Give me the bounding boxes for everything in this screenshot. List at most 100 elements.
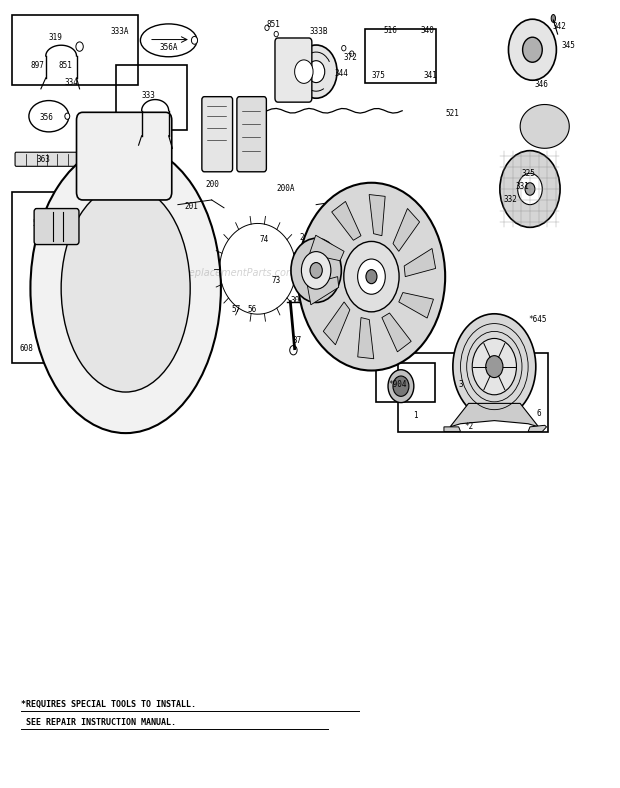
Text: 332: 332 xyxy=(503,195,518,204)
Text: 319: 319 xyxy=(49,33,63,43)
FancyBboxPatch shape xyxy=(237,97,267,172)
Bar xyxy=(117,65,187,129)
Ellipse shape xyxy=(485,355,503,377)
Text: 851: 851 xyxy=(123,128,136,136)
Polygon shape xyxy=(528,426,547,432)
Ellipse shape xyxy=(342,46,346,51)
Text: 356: 356 xyxy=(40,113,53,122)
Text: 345: 345 xyxy=(562,41,576,50)
Text: 57: 57 xyxy=(231,305,241,314)
Ellipse shape xyxy=(298,183,445,370)
Text: 341: 341 xyxy=(423,71,438,80)
Ellipse shape xyxy=(294,60,313,84)
Text: *645: *645 xyxy=(528,315,547,324)
Polygon shape xyxy=(404,248,436,277)
Text: 372: 372 xyxy=(344,53,358,62)
FancyBboxPatch shape xyxy=(275,38,312,102)
Text: 363: 363 xyxy=(37,154,50,164)
Text: 851: 851 xyxy=(58,61,72,70)
Ellipse shape xyxy=(472,339,516,395)
Text: 344: 344 xyxy=(335,69,348,78)
FancyBboxPatch shape xyxy=(15,152,78,166)
Text: 897: 897 xyxy=(30,61,44,70)
Ellipse shape xyxy=(65,113,70,119)
Ellipse shape xyxy=(274,32,278,37)
Ellipse shape xyxy=(131,128,136,132)
Text: 3: 3 xyxy=(459,380,463,389)
Ellipse shape xyxy=(61,184,190,392)
Text: 73: 73 xyxy=(272,276,281,285)
Ellipse shape xyxy=(30,143,221,433)
Text: SEE REPAIR INSTRUCTION MANUAL.: SEE REPAIR INSTRUCTION MANUAL. xyxy=(21,718,176,727)
Text: *904: *904 xyxy=(389,380,407,389)
Text: 59: 59 xyxy=(75,229,84,238)
Polygon shape xyxy=(309,236,344,261)
Text: 575: 575 xyxy=(129,161,143,170)
FancyBboxPatch shape xyxy=(76,113,172,200)
Bar xyxy=(376,362,435,402)
Text: 200A: 200A xyxy=(276,184,294,194)
Ellipse shape xyxy=(194,352,198,358)
Ellipse shape xyxy=(366,269,377,284)
Polygon shape xyxy=(369,195,385,236)
Text: 200: 200 xyxy=(206,180,219,189)
Ellipse shape xyxy=(130,159,140,170)
Ellipse shape xyxy=(301,251,331,289)
Text: 66: 66 xyxy=(310,247,319,256)
Text: 516: 516 xyxy=(384,26,397,35)
Text: *2: *2 xyxy=(465,422,474,431)
Ellipse shape xyxy=(453,314,536,419)
Text: 331: 331 xyxy=(516,182,529,191)
Polygon shape xyxy=(520,105,569,148)
Text: 342: 342 xyxy=(552,22,567,31)
Text: 521: 521 xyxy=(445,110,459,118)
Text: 6: 6 xyxy=(536,409,541,418)
Text: 70: 70 xyxy=(343,268,352,277)
Bar xyxy=(12,192,193,362)
Text: 851: 851 xyxy=(267,20,281,29)
Ellipse shape xyxy=(310,262,322,278)
Polygon shape xyxy=(444,427,461,432)
Ellipse shape xyxy=(29,101,69,132)
Ellipse shape xyxy=(518,173,542,205)
Text: 346: 346 xyxy=(534,80,548,89)
Text: 56: 56 xyxy=(247,305,257,314)
Text: 340: 340 xyxy=(420,26,435,35)
Bar xyxy=(398,353,549,432)
Polygon shape xyxy=(308,277,339,305)
Text: 76: 76 xyxy=(306,262,315,272)
Text: 305: 305 xyxy=(129,352,143,361)
Ellipse shape xyxy=(393,376,409,396)
Text: 305: 305 xyxy=(290,296,304,305)
Text: 333: 333 xyxy=(141,91,155,99)
Text: 67: 67 xyxy=(370,258,379,267)
Ellipse shape xyxy=(358,259,385,294)
Text: 58: 58 xyxy=(32,219,42,228)
Ellipse shape xyxy=(133,351,140,358)
Ellipse shape xyxy=(388,370,414,403)
Polygon shape xyxy=(450,403,539,427)
Text: 333B: 333B xyxy=(310,28,329,36)
Ellipse shape xyxy=(265,25,269,31)
Ellipse shape xyxy=(192,36,198,44)
Text: 330: 330 xyxy=(552,117,567,126)
Polygon shape xyxy=(358,318,374,359)
Text: 75: 75 xyxy=(338,216,347,225)
Text: eReplacementParts.com: eReplacementParts.com xyxy=(177,268,296,277)
Text: 304: 304 xyxy=(75,216,89,225)
Ellipse shape xyxy=(508,19,556,80)
Text: 24: 24 xyxy=(299,233,309,242)
Polygon shape xyxy=(382,313,411,352)
Text: 1: 1 xyxy=(413,411,418,421)
Text: 333A: 333A xyxy=(110,28,129,36)
FancyBboxPatch shape xyxy=(34,209,79,244)
Ellipse shape xyxy=(140,24,197,57)
FancyBboxPatch shape xyxy=(202,97,232,172)
Text: 334: 334 xyxy=(144,141,158,150)
Ellipse shape xyxy=(536,119,548,133)
Ellipse shape xyxy=(551,14,556,22)
Text: 201A: 201A xyxy=(332,202,350,210)
Text: 23: 23 xyxy=(393,235,402,243)
Text: 68: 68 xyxy=(335,247,344,256)
Text: 71: 71 xyxy=(321,268,330,277)
